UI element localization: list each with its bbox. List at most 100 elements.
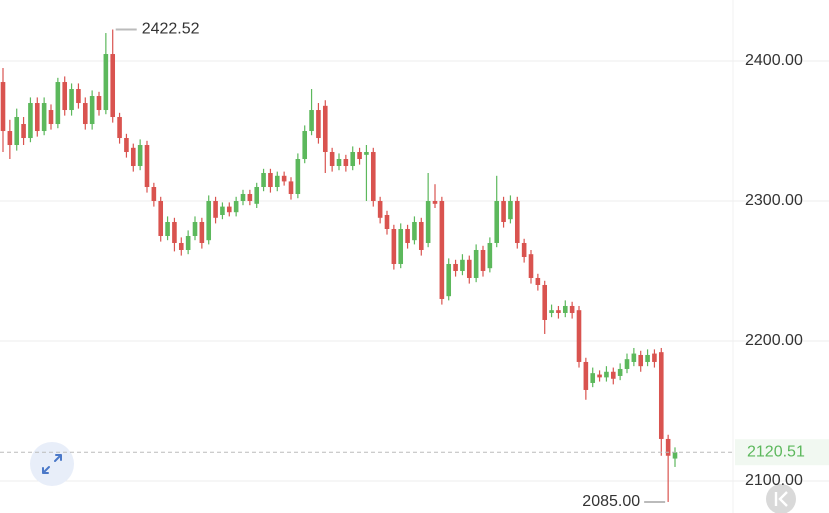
candle-body: [34, 103, 40, 132]
candle-body: [295, 159, 301, 195]
candle-body: [268, 173, 273, 188]
candle-body: [466, 259, 472, 278]
candle-body: [665, 438, 671, 456]
candle-body: [425, 201, 431, 243]
candle-body: [391, 228, 397, 264]
candle-body: [514, 201, 520, 243]
candle-body: [535, 277, 541, 285]
candle-body: [658, 352, 664, 439]
candle-body: [343, 159, 349, 167]
candle-body: [76, 89, 81, 104]
candle-body: [439, 201, 445, 299]
candle-body: [556, 310, 561, 313]
candle-body: [357, 152, 362, 160]
candle-body: [130, 147, 136, 167]
candle-body: [185, 235, 191, 250]
candle-body: [412, 221, 417, 241]
candle-body: [336, 159, 342, 167]
candle-body: [631, 353, 637, 362]
candle-body: [137, 145, 143, 167]
candle-body: [7, 131, 13, 146]
y-tick-label: 2400.00: [745, 52, 803, 69]
candle-body: [350, 152, 356, 167]
candle-body: [158, 201, 164, 236]
candle-body: [364, 152, 369, 155]
candle-body: [0, 82, 6, 132]
candle-body: [117, 117, 122, 139]
candle-body: [69, 89, 74, 111]
candle-body: [302, 131, 308, 160]
y-tick-label: 2200.00: [745, 332, 803, 349]
candle-body: [487, 242, 493, 269]
candle-body: [624, 359, 630, 369]
candle-body: [48, 110, 54, 125]
candle-body: [638, 354, 644, 367]
candle-body: [14, 117, 20, 146]
expand-icon: [42, 454, 62, 474]
candle-body: [453, 263, 458, 271]
y-tick-label: 2100.00: [745, 472, 803, 489]
candle-body: [583, 361, 589, 390]
candle-body: [110, 54, 116, 118]
candle-body: [21, 124, 26, 139]
candle-body: [377, 201, 383, 218]
candle-body: [192, 221, 198, 236]
scroll-end-icon: [774, 491, 788, 507]
candle-body: [96, 96, 102, 111]
candle-body: [446, 263, 452, 297]
candle-body: [610, 371, 616, 379]
candle-body: [418, 221, 424, 250]
candle-body: [645, 354, 650, 362]
candle-body: [309, 110, 314, 132]
candle-body: [89, 96, 95, 125]
candle-body: [501, 201, 506, 222]
candle-body: [62, 82, 68, 111]
candle-body: [473, 249, 479, 278]
candle-body: [199, 221, 205, 243]
candle-body: [226, 206, 232, 213]
candle-body: [597, 374, 602, 378]
candle-body: [281, 175, 287, 182]
candle-body: [213, 201, 218, 218]
candle-body: [247, 194, 253, 202]
candle-body: [672, 452, 678, 459]
candle-body: [206, 201, 212, 241]
candle-body: [233, 201, 239, 213]
expand-button[interactable]: [30, 442, 74, 486]
candle-body: [288, 181, 294, 195]
candle-body: [562, 305, 568, 313]
last-price-label: 2120.51: [747, 443, 805, 460]
candle-body: [172, 221, 177, 243]
expand-button-bg[interactable]: [30, 442, 74, 486]
min-label: 2085.00: [582, 493, 640, 510]
candle-body: [82, 103, 88, 125]
candle-body: [124, 138, 129, 153]
candle-body: [316, 110, 321, 139]
candle-body: [41, 103, 47, 132]
candle-body: [151, 187, 157, 202]
candle-body: [569, 305, 575, 313]
candle-body: [590, 373, 596, 383]
candle-body: [460, 259, 465, 271]
y-tick-label: 2300.00: [745, 192, 803, 209]
candle-body: [329, 152, 335, 167]
candle-body: [165, 221, 170, 236]
candle-body: [432, 201, 438, 204]
max-label: 2422.52: [142, 21, 200, 38]
candle-body: [398, 228, 404, 264]
scroll-end-button[interactable]: [766, 484, 796, 513]
candle-body: [604, 371, 609, 378]
candle-body: [494, 201, 500, 243]
candle-body: [240, 194, 246, 202]
candle-body: [521, 242, 527, 257]
candle-body: [322, 105, 328, 153]
candle-body: [144, 145, 150, 188]
candle-body: [370, 152, 376, 202]
candle-body: [617, 368, 623, 376]
candle-body: [652, 353, 657, 362]
candle-body: [55, 82, 61, 125]
last-price-box: [735, 439, 829, 466]
candle-body: [405, 228, 410, 243]
candle-body: [220, 206, 225, 215]
